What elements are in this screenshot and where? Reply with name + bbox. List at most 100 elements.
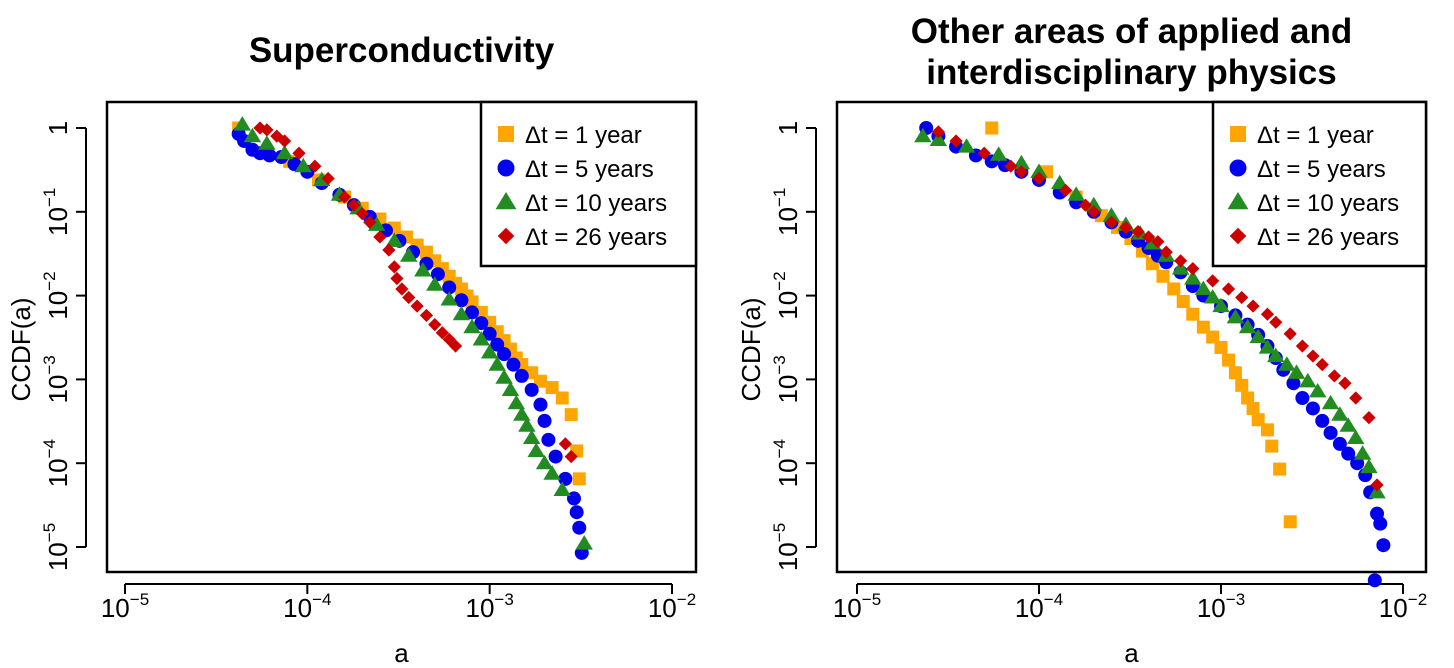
x-tick-label: 10−4 — [283, 590, 331, 623]
data-point — [1339, 417, 1357, 432]
data-point — [558, 471, 573, 486]
legend-marker-circle — [497, 159, 515, 177]
data-point — [1004, 159, 1018, 173]
left-chart: Superconductivity 10−5 10−4 10−3 10−2 a 10−5 10… — [6, 31, 698, 668]
data-point — [1206, 274, 1220, 288]
data-point — [1376, 538, 1391, 553]
data-point — [428, 318, 442, 332]
data-point — [442, 280, 457, 295]
data-point — [474, 316, 489, 331]
data-point — [1238, 318, 1257, 334]
data-point — [914, 127, 932, 143]
data-point — [347, 198, 361, 212]
data-point — [373, 230, 387, 244]
data-point — [465, 295, 479, 309]
plot-frame — [835, 100, 1428, 574]
data-point — [1353, 445, 1372, 460]
series-26-years — [931, 125, 1384, 492]
data-point — [977, 146, 991, 160]
data-point — [1258, 339, 1277, 354]
data-point — [541, 432, 556, 447]
x-axis-label: a — [1124, 638, 1139, 668]
x-tick-label: 10−2 — [1379, 590, 1427, 623]
data-point — [480, 344, 499, 359]
y-tick-label: 10−2 — [40, 271, 73, 319]
data-point — [1246, 401, 1260, 415]
series-26-years — [253, 121, 578, 464]
data-point — [430, 267, 445, 282]
data-point — [518, 417, 536, 432]
data-point — [1184, 270, 1202, 285]
data-point — [1315, 413, 1330, 428]
data-point — [355, 207, 369, 221]
x-tick-label: 10−2 — [648, 590, 696, 623]
data-point — [275, 144, 294, 160]
data-point — [1222, 353, 1236, 367]
right-chart: Other areas of applied andinterdisciplin… — [736, 12, 1428, 668]
data-point — [387, 260, 401, 274]
data-point — [1151, 235, 1165, 249]
data-point — [1360, 458, 1378, 474]
data-point — [1156, 269, 1170, 283]
data-point — [957, 138, 976, 153]
data-point — [1196, 320, 1210, 334]
y-axis-label: CCDF(a) — [736, 298, 766, 402]
legend-label: Δt = 1 year — [1257, 122, 1374, 149]
data-point — [1221, 282, 1236, 296]
y-tick-label: 10−3 — [770, 355, 803, 403]
data-point — [1102, 207, 1121, 222]
data-point — [385, 232, 404, 247]
legend-label: Δt = 5 years — [525, 156, 654, 183]
legend: Δt = 1 year Δt = 5 years Δt = 10 years Δt =… — [479, 100, 698, 268]
data-point — [535, 454, 554, 470]
y-tick-label: 10−3 — [40, 355, 73, 403]
y-tick-label: 10−4 — [770, 439, 803, 487]
data-point — [558, 437, 572, 451]
data-point — [1186, 261, 1200, 276]
data-point — [1087, 205, 1101, 219]
data-point — [1327, 369, 1342, 383]
data-point — [564, 449, 578, 464]
data-point — [1332, 436, 1347, 451]
data-point — [506, 357, 521, 372]
data-point — [1194, 280, 1213, 296]
chart-title: interdisciplinary physics — [926, 53, 1336, 92]
legend-label: Δt = 10 years — [525, 190, 667, 217]
legend-label: Δt = 10 years — [1257, 190, 1399, 217]
data-point — [1273, 462, 1287, 476]
data-point — [548, 449, 563, 464]
data-point — [566, 491, 581, 506]
data-point — [277, 134, 292, 148]
data-point — [1338, 376, 1352, 390]
data-point — [294, 157, 312, 173]
data-point — [1167, 282, 1181, 296]
data-point — [1278, 356, 1296, 371]
series-1-year — [985, 121, 1297, 529]
data-point — [1306, 349, 1320, 363]
data-point — [1235, 378, 1249, 392]
chart-title: Other areas of applied and — [911, 12, 1353, 51]
data-point — [1295, 390, 1310, 405]
data-point — [1331, 406, 1349, 421]
data-point — [472, 331, 491, 346]
legend-marker-square — [498, 126, 514, 142]
data-point — [545, 381, 559, 395]
data-point — [564, 408, 578, 422]
data-point — [572, 472, 586, 486]
data-point — [1299, 372, 1317, 388]
chart-title: Superconductivity — [249, 31, 555, 70]
data-point — [1058, 183, 1073, 198]
data-point — [400, 247, 418, 262]
data-point — [435, 326, 449, 340]
data-point — [402, 290, 416, 305]
y-tick-label: 10−1 — [770, 188, 803, 236]
data-point — [1171, 260, 1190, 275]
data-point — [1226, 308, 1245, 324]
data-point — [1305, 401, 1320, 416]
data-point — [1362, 411, 1376, 425]
data-point — [1315, 358, 1329, 372]
data-point — [414, 262, 432, 277]
data-point — [233, 116, 252, 131]
data-point — [514, 368, 529, 383]
